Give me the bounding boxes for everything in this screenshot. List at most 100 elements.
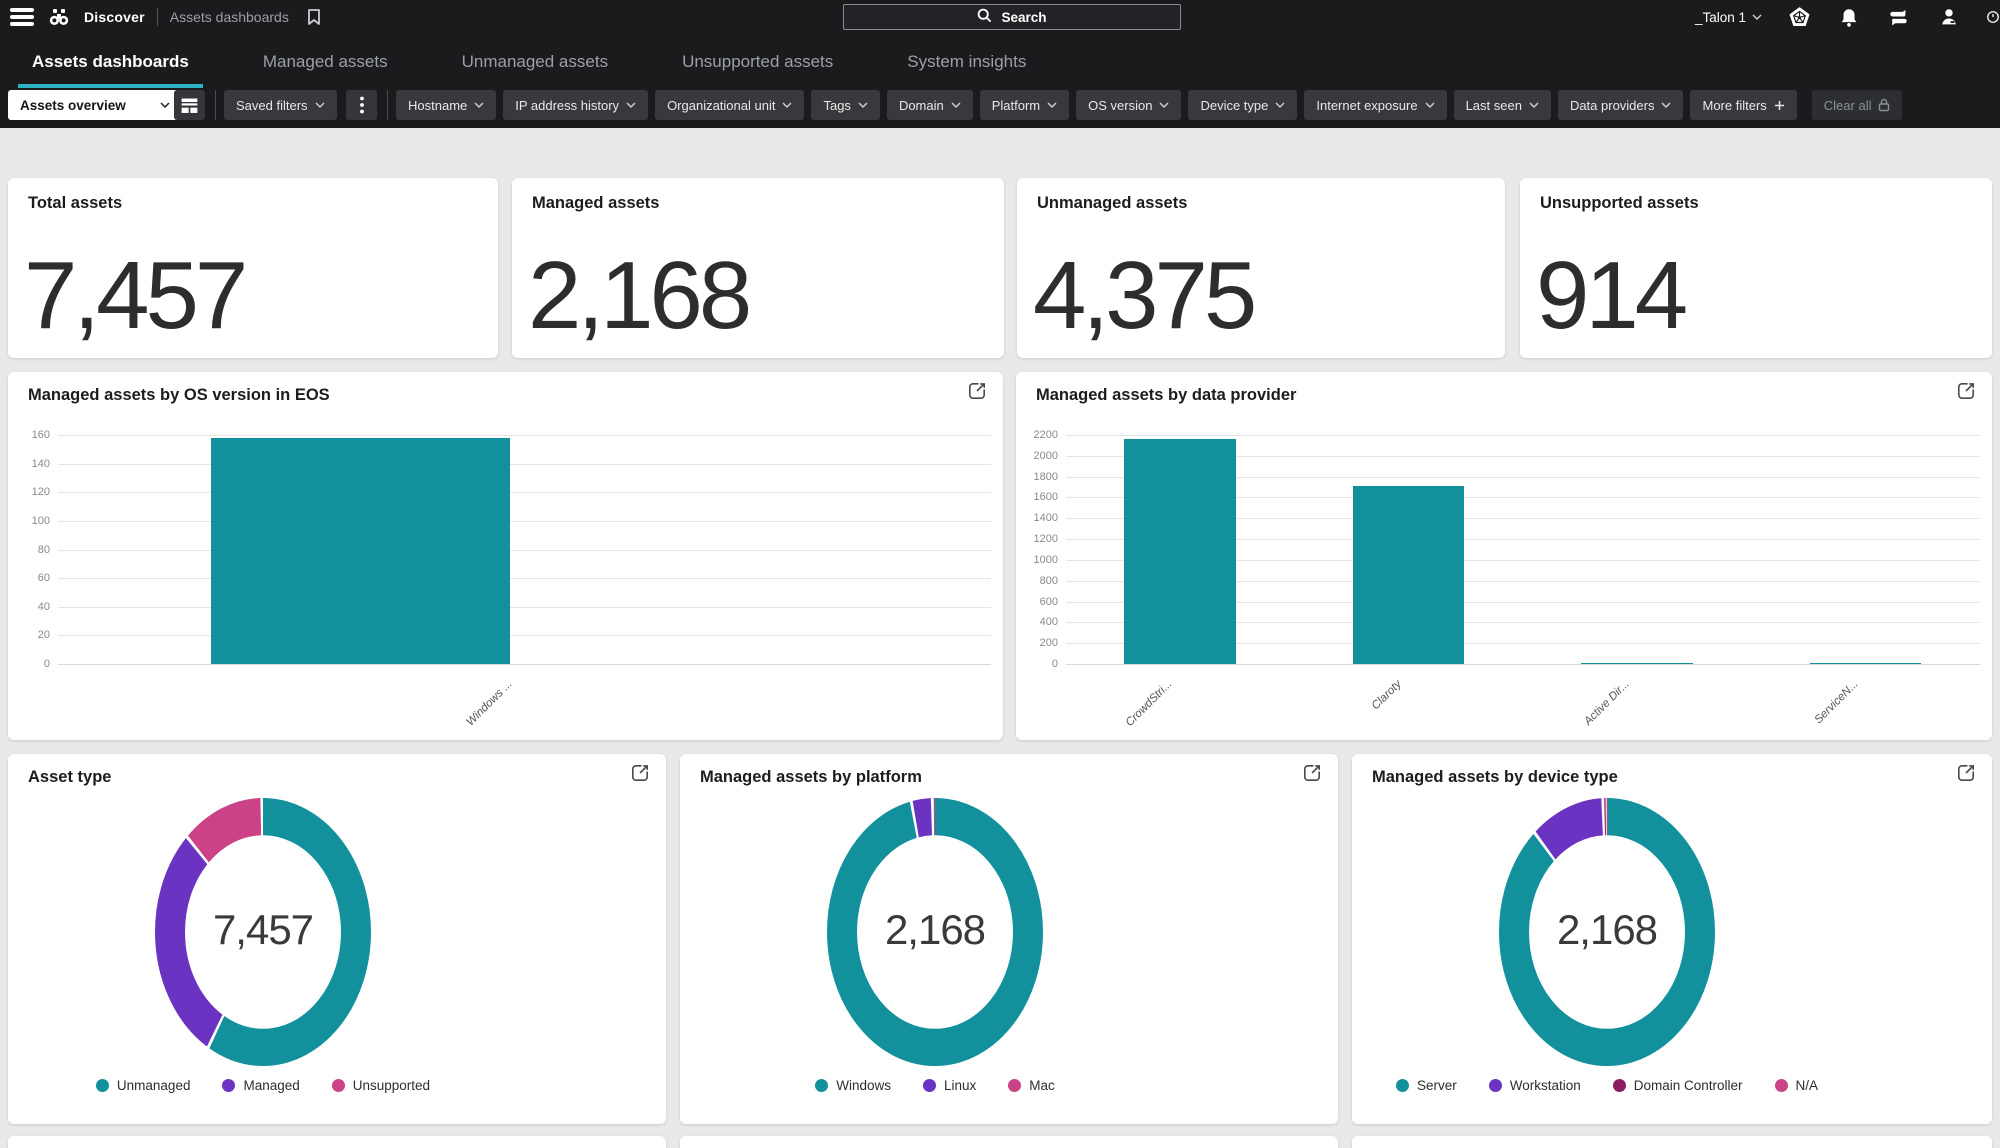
view-selector-dropdown[interactable]: Assets overview [8, 90, 182, 120]
y-tick-label: 160 [31, 429, 50, 441]
legend-label: Unsupported [352, 1078, 431, 1093]
gridline [1066, 601, 1980, 603]
global-search-input[interactable]: Search [843, 4, 1181, 30]
filter-chip-device-type[interactable]: Device type [1188, 90, 1298, 120]
legend-label: N/A [1795, 1078, 1819, 1093]
filter-chip-internet-exposure[interactable]: Internet exposure [1304, 90, 1447, 120]
filter-divider [387, 90, 388, 120]
legend-dot [1612, 1079, 1626, 1092]
stat-card-title: Unmanaged assets [1037, 194, 1188, 212]
filter-chip-hostname[interactable]: Hostname [396, 90, 497, 120]
y-tick-label: 1600 [1033, 491, 1058, 504]
tab-system-insights[interactable]: System insights [907, 52, 1027, 71]
legend-item-linux[interactable]: Linux [922, 1078, 977, 1093]
stat-card-title: Managed assets [532, 194, 660, 212]
tab-assets-dashboards[interactable]: Assets dashboards [18, 40, 203, 88]
layout-view-button[interactable] [174, 90, 205, 120]
legend-item-domain-controller[interactable]: Domain Controller [1612, 1078, 1743, 1093]
export-chart-button[interactable] [628, 762, 652, 786]
filter-chip-platform[interactable]: Platform [979, 90, 1070, 120]
lock-icon [1879, 98, 1890, 112]
export-chart-button[interactable] [1954, 762, 1978, 786]
clear-all-button[interactable]: Clear all [1811, 90, 1903, 120]
bar-claroty [1352, 486, 1465, 664]
legend-item-unsupported[interactable]: Unsupported [331, 1078, 431, 1093]
export-chart-button[interactable] [1954, 380, 1978, 404]
tab-unsupported-assets[interactable]: Unsupported assets [682, 52, 834, 71]
x-category-label: CrowdStri... [1124, 678, 1176, 729]
view-selector-label: Assets overview [20, 97, 126, 113]
gridline [58, 520, 991, 522]
breadcrumb-divider [156, 8, 158, 26]
bar-active-dir [1581, 662, 1693, 664]
clock-partial-icon[interactable] [1986, 4, 2000, 30]
top-dark-zone: Discover Assets dashboards Search _Talon… [0, 0, 2000, 128]
saved-filters-dropdown[interactable]: Saved filters [224, 90, 337, 120]
stat-card-unsupported-assets: Unsupported assets 914 [1520, 178, 1992, 358]
gridline [1066, 580, 1980, 582]
donut-chart [155, 798, 371, 1066]
gridline [1066, 435, 1980, 436]
filter-chip-data-providers[interactable]: Data providers [1557, 90, 1684, 120]
chart-legend: Windows Linux Mac [683, 1078, 1187, 1093]
gridline [1066, 559, 1980, 561]
legend-item-windows[interactable]: Windows [815, 1078, 891, 1093]
message-stack-icon[interactable] [1886, 4, 1912, 30]
export-chart-button[interactable] [965, 380, 989, 404]
filter-chip-ip-address-history[interactable]: IP address history [503, 90, 649, 120]
marketplace-pentagon-icon[interactable] [1786, 4, 1812, 30]
bookmark-icon[interactable] [301, 4, 327, 30]
notifications-bell-icon[interactable] [1836, 4, 1862, 30]
legend-item-server[interactable]: Server [1395, 1078, 1457, 1093]
y-tick-label: 60 [37, 572, 50, 585]
x-category-label: Active Dir... [1582, 678, 1633, 728]
legend-label: Windows [836, 1078, 891, 1093]
filter-chip-organizational-unit[interactable]: Organizational unit [655, 90, 805, 120]
next-row-card-top [680, 1136, 1338, 1148]
y-tick-label: 800 [1039, 574, 1058, 587]
legend-item-unmanaged[interactable]: Unmanaged [95, 1078, 190, 1093]
gridline [1066, 518, 1980, 520]
account-switcher[interactable]: _Talon 1 [1695, 10, 1762, 25]
hamburger-menu-icon[interactable] [10, 8, 34, 26]
filter-chip-last-seen[interactable]: Last seen [1453, 90, 1551, 120]
y-tick-label: 0 [1051, 658, 1058, 670]
filter-bar: Assets overview Saved filters Hostname IP… [0, 88, 2000, 126]
tab-unmanaged-assets[interactable]: Unmanaged assets [461, 52, 609, 71]
chart-legend: Server Workstation Domain Controller N/A [1355, 1078, 1859, 1093]
gridline [1066, 622, 1980, 624]
filter-chip-os-version[interactable]: OS version [1076, 90, 1182, 120]
filter-divider [215, 90, 216, 120]
tab-managed-assets[interactable]: Managed assets [262, 52, 388, 71]
donut-segment-server [1499, 798, 1715, 1066]
legend-dot [1008, 1079, 1022, 1092]
donut-center-value: 2,168 [884, 906, 986, 953]
y-tick-label: 1800 [1033, 470, 1058, 483]
y-tick-label: 400 [1039, 616, 1058, 629]
legend-label: Linux [943, 1078, 977, 1093]
donut-segment-managed [155, 798, 371, 1066]
legend-item-mac[interactable]: Mac [1008, 1078, 1055, 1093]
y-tick-label: 80 [37, 543, 50, 556]
export-chart-button[interactable] [1300, 762, 1324, 786]
legend-item-n-a[interactable]: N/A [1774, 1078, 1819, 1093]
gridline [1066, 664, 1980, 665]
stat-card-unmanaged-assets: Unmanaged assets 4,375 [1017, 178, 1505, 358]
saved-filters-kebab-button[interactable] [346, 90, 377, 120]
filter-chip-tags[interactable]: Tags [811, 90, 880, 120]
y-tick-label: 0 [43, 658, 50, 670]
gridline [1066, 497, 1980, 499]
legend-item-workstation[interactable]: Workstation [1488, 1078, 1581, 1093]
tab-bar: Assets dashboards Managed assets Unmanaged… [0, 40, 2000, 88]
more-filters-button[interactable]: More filters [1690, 90, 1797, 120]
donut-center-value: 2,168 [1556, 906, 1658, 953]
filter-chip-domain[interactable]: Domain [886, 90, 973, 120]
legend-item-managed[interactable]: Managed [222, 1078, 300, 1093]
user-profile-icon[interactable] [1936, 4, 1962, 30]
y-tick-label: 20 [37, 629, 50, 642]
chart-title: Asset type [28, 768, 112, 786]
legend-dot [815, 1079, 829, 1092]
y-tick-label: 1400 [1033, 512, 1058, 525]
legend-dot [1774, 1079, 1788, 1092]
